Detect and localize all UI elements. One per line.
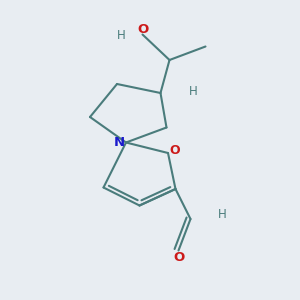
Text: H: H <box>218 208 226 221</box>
Text: O: O <box>137 22 148 36</box>
Text: H: H <box>117 28 126 42</box>
Text: N: N <box>114 136 125 149</box>
Text: H: H <box>189 85 198 98</box>
Text: O: O <box>173 250 184 264</box>
Text: O: O <box>169 144 180 157</box>
